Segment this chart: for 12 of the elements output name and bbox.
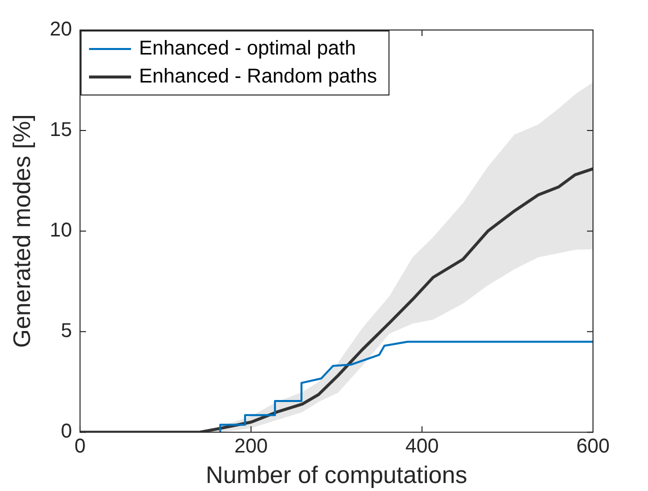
y-tick-label: 5	[60, 320, 72, 342]
x-tick-label: 600	[576, 436, 610, 458]
x-axis-title: Number of computations	[206, 462, 468, 490]
x-tick-label: 200	[234, 436, 268, 458]
y-axis-title: Generated modes [%]	[9, 114, 36, 348]
y-tick-label: 15	[50, 119, 72, 142]
y-tick-label: 0	[60, 420, 72, 443]
x-tick-label: 400	[405, 436, 439, 458]
y-tick-label: 20	[50, 18, 72, 41]
y-tick-label: 10	[50, 220, 72, 242]
legend-label: Enhanced - Random paths	[139, 66, 377, 88]
legend-label: Enhanced - optimal path	[139, 38, 356, 60]
